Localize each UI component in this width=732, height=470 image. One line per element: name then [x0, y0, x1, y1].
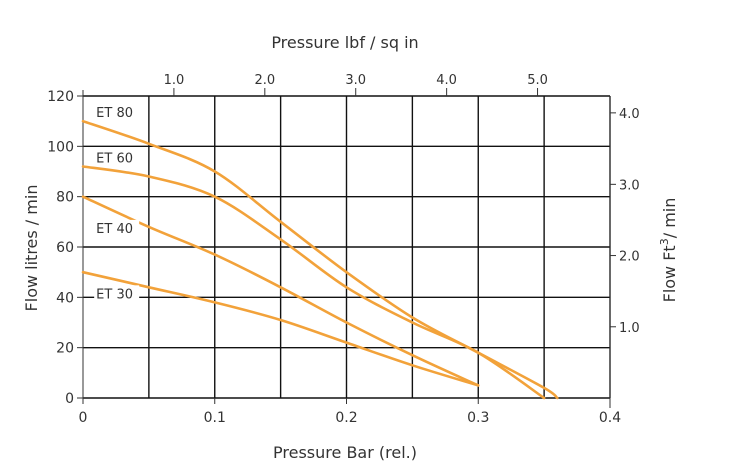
series-line-et-30	[81, 270, 480, 387]
right-axis-title-superscript: 3	[658, 238, 671, 245]
grid	[83, 95, 611, 399]
y-tick-label-5: 100	[47, 139, 74, 155]
series-lines	[81, 119, 559, 400]
y-tick-label-3: 60	[56, 240, 74, 256]
top-tick-label-3: 4.0	[436, 73, 457, 88]
top-tick-label-1: 2.0	[254, 73, 275, 88]
right-axis-title-main: Flow Ft	[660, 245, 679, 302]
right-tick-label-3: 4.0	[619, 107, 640, 122]
right-tick-label-1: 2.0	[619, 250, 640, 265]
y-tick-label-4: 80	[56, 190, 74, 206]
top-tick-label-2: 3.0	[345, 73, 366, 88]
series-label-et-60: ET 60	[96, 151, 133, 166]
series-line-et-80	[81, 119, 559, 400]
series-label-bg-et-40	[94, 219, 140, 236]
series-line-et-60	[81, 165, 546, 400]
y-tick-label-0: 0	[65, 391, 74, 407]
top-tick-label-0: 1.0	[164, 73, 185, 88]
series-label-et-40: ET 40	[96, 222, 133, 237]
x-tick-label-2: 0.2	[335, 410, 357, 426]
series-label-bg-et-30	[94, 285, 140, 302]
right-axis-title: Flow Ft3/ min	[658, 198, 679, 303]
top-axis-title: Pressure lbf / sq in	[271, 33, 418, 52]
series-label-et-30: ET 30	[96, 287, 133, 302]
y-axis-title: Flow litres / min	[22, 185, 41, 312]
right-axis-title-tail: / min	[660, 198, 679, 239]
x-axis-title: Pressure Bar (rel.)	[273, 443, 417, 462]
y-tick-label-6: 120	[47, 89, 74, 105]
axes: 0 20 40 60 80 100 120 0 0.1 0.2 0.3 0.4 1.0 2.0 3.0 4.0…	[47, 73, 639, 426]
right-tick-label-2: 3.0	[619, 178, 640, 193]
series-label-bg-et-60	[94, 149, 140, 166]
y-tick-label-2: 40	[56, 290, 74, 306]
series-label-et-80: ET 80	[96, 106, 133, 121]
series-label-bg-et-80	[94, 104, 140, 121]
series-labels: ET 80 ET 60 ET 40 ET 30	[94, 104, 140, 302]
x-tick-label-0: 0	[79, 410, 88, 426]
y-tick-label-1: 20	[56, 341, 74, 357]
x-tick-label-4: 0.4	[599, 410, 621, 426]
right-tick-label-0: 1.0	[619, 321, 640, 336]
top-tick-label-4: 5.0	[527, 73, 548, 88]
x-tick-label-3: 0.3	[467, 410, 489, 426]
x-tick-label-1: 0.1	[204, 410, 226, 426]
series-line-et-40	[81, 195, 480, 387]
